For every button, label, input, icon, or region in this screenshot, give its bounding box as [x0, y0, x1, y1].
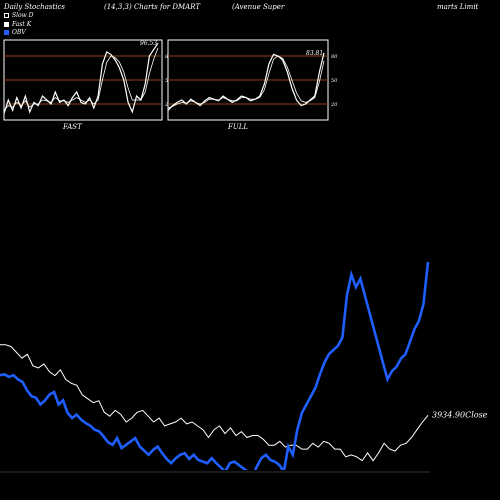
- header-right-2: marts Limit: [437, 3, 479, 11]
- fast-line-fast-k: [3, 42, 159, 114]
- full-tick-20: 20: [330, 102, 338, 108]
- full-last-value-label: 83.81: [306, 50, 323, 57]
- fast-line-slow-d: [3, 47, 159, 111]
- legend-swatch-fast-k: [4, 22, 9, 27]
- legend-swatch-obv: [4, 30, 9, 35]
- legend-item-fast-k: Fast K: [4, 21, 31, 28]
- legend-label-fast-k: Fast K: [12, 21, 32, 28]
- header-mid: (14,3,3) Charts for DMART: [104, 3, 200, 11]
- price-obv-panel: 3934.90Close: [0, 261, 488, 473]
- full-xlabel: FULL: [227, 123, 248, 131]
- full-tick-50: 50: [331, 78, 338, 84]
- legend-label-obv: OBV: [12, 29, 26, 36]
- full-line-slow-d: [167, 55, 325, 109]
- header-left: Daily Stochastics: [4, 3, 66, 11]
- header-right-1: (Avenue Super: [232, 3, 285, 11]
- legend-item-obv: OBV: [4, 29, 26, 36]
- legend-swatch-slow-d: [4, 13, 9, 18]
- full-tick-80: 80: [331, 54, 338, 60]
- close-price-line: [0, 344, 429, 462]
- full-panel: 20 50 80 83.81 FULL: [167, 39, 338, 131]
- close-value-label: 3934.90Close: [432, 410, 488, 419]
- fast-xlabel: FAST: [62, 123, 83, 131]
- fast-last-value-label: 96.53: [140, 40, 157, 47]
- legend-label-slow-d: Slow D: [12, 12, 34, 19]
- legend-item-slow-d: Slow D: [4, 12, 34, 19]
- obv-line: [0, 261, 430, 470]
